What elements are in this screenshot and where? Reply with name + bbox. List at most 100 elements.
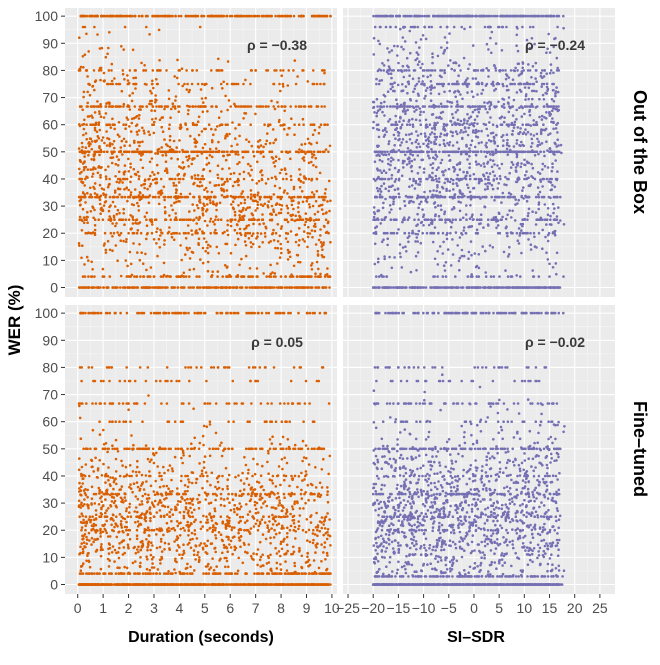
data-point [156,149,159,152]
data-point [225,286,228,289]
data-point [323,83,326,86]
data-point [241,286,244,289]
data-point [120,146,123,149]
data-point [199,201,202,204]
data-point [119,286,122,289]
data-point [322,213,325,216]
data-point [254,209,257,212]
data-point [103,204,106,207]
data-point [130,194,133,197]
data-point [129,166,132,169]
data-point [165,160,168,163]
data-point [260,232,263,235]
data-point [215,69,218,72]
data-point [78,242,81,245]
data-point [535,90,538,93]
data-point [279,256,282,259]
data-point [117,158,120,161]
data-point [535,121,538,124]
data-point [157,286,160,289]
data-point [323,105,326,108]
data-point [314,272,317,275]
data-point [104,201,107,204]
data-point [298,239,301,242]
data-point [209,286,212,289]
data-point [222,183,225,186]
data-point [527,63,530,66]
data-point [128,151,131,154]
data-point [501,216,504,219]
data-point [96,131,99,134]
data-point [122,73,125,76]
data-point [411,230,414,233]
data-point [488,178,491,181]
data-point [490,140,493,143]
data-point [415,255,418,258]
data-point [210,105,213,108]
data-point [508,96,511,99]
data-point [83,169,86,172]
data-point [135,174,138,177]
data-point [269,286,272,289]
data-point [436,275,439,278]
data-point [226,83,229,86]
data-point [403,69,406,72]
data-point [129,251,132,254]
data-point [502,139,505,142]
data-point [144,178,147,181]
data-point [440,76,443,79]
data-point [316,261,319,264]
data-point [527,98,530,101]
data-point [459,210,462,213]
data-point [105,175,108,178]
data-point [85,123,88,126]
data-point [93,105,96,108]
data-point [384,198,387,201]
data-point [420,201,423,204]
data-point [389,67,392,70]
data-point [290,215,293,218]
data-point [126,200,129,203]
data-point [387,163,390,166]
data-point [118,121,121,124]
data-point [107,165,110,168]
data-point [90,148,93,151]
data-point [535,62,538,65]
data-point [193,138,196,141]
data-point [447,248,450,251]
data-point [466,171,469,174]
data-point [403,232,406,235]
data-point [222,286,225,289]
data-point [535,106,538,109]
data-point [518,242,521,245]
data-point [206,157,209,160]
data-point [318,286,321,289]
data-point [470,273,473,276]
data-point [90,261,93,264]
data-point [94,182,97,185]
data-point [187,224,190,227]
data-point [201,185,204,188]
data-point [138,243,141,246]
data-point [137,222,140,225]
data-point [287,249,290,252]
data-point [87,275,90,278]
data-point [547,214,550,217]
data-point [418,46,421,49]
data-point [493,178,496,181]
data-point [282,69,285,72]
data-point [451,123,454,126]
data-point [152,87,155,90]
data-point [177,158,180,161]
data-point [438,177,441,180]
data-point [306,200,309,203]
data-point [122,240,125,243]
data-point [286,192,289,195]
data-point [372,286,375,289]
data-point [87,150,90,153]
data-point [211,270,214,273]
data-point [156,69,159,72]
data-point [411,142,414,145]
data-point [91,205,94,208]
data-point [383,94,386,97]
